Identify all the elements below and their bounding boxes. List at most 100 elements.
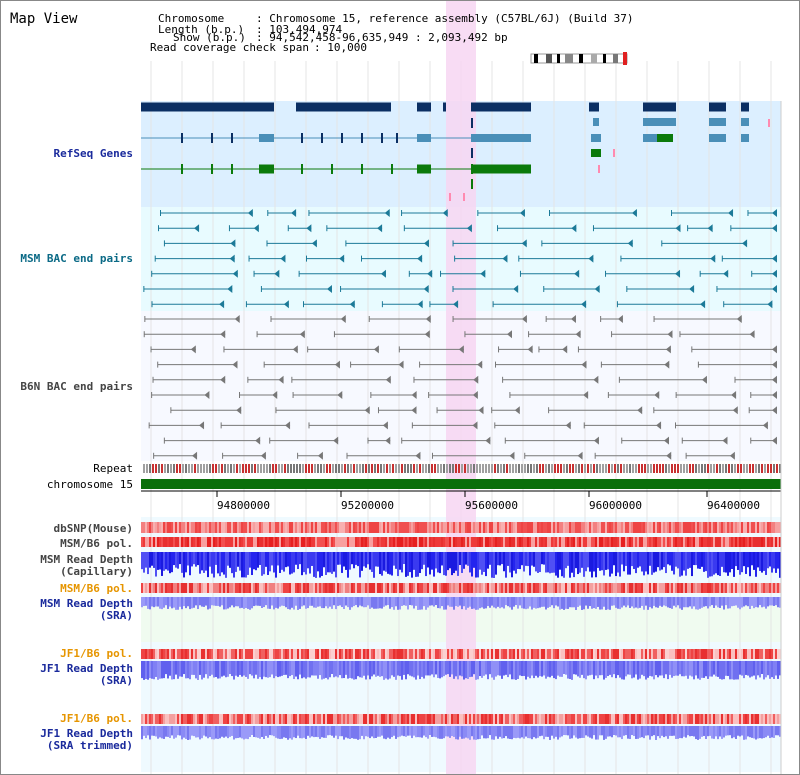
dbsnp-cell bbox=[419, 522, 421, 533]
b6n-bac-end-arrow bbox=[772, 391, 777, 399]
b6n-bac-end-arrow bbox=[425, 315, 431, 323]
dbsnp-cell bbox=[455, 522, 457, 533]
jf1-b6-pol-cell bbox=[397, 649, 399, 659]
jf1-b6-pol-cell bbox=[463, 649, 465, 659]
jf1-b6-pol-cell bbox=[457, 649, 459, 659]
msm-b6-pol-sra-cell bbox=[373, 583, 375, 593]
repeat-mark bbox=[200, 464, 202, 473]
repeat-mark bbox=[308, 464, 310, 473]
msm-b6-pol-sra-cell bbox=[419, 583, 421, 593]
msm-b6-pol-cell bbox=[419, 537, 421, 547]
msm-b6-pol-sra-cell bbox=[159, 583, 161, 593]
jf1-depth-trim-bar bbox=[665, 726, 667, 737]
jf1-b6-pol-cell bbox=[235, 649, 237, 659]
msm-b6-pol-cell bbox=[295, 537, 297, 547]
jf1-depth-sra-bar bbox=[659, 661, 661, 676]
jf1-depth-sra-bar bbox=[157, 661, 159, 680]
jf1-b6-pol-cell bbox=[499, 649, 501, 659]
b6n-bac-end-arrow bbox=[722, 436, 728, 445]
repeat-mark bbox=[158, 464, 160, 473]
dbsnp-cell bbox=[569, 522, 571, 533]
jf1-depth-trim-bar bbox=[185, 726, 187, 739]
jf1-b6-pol-trim-cell bbox=[663, 714, 665, 724]
jf1-b6-pol-cell bbox=[665, 649, 667, 659]
msm-b6-pol-cell bbox=[681, 537, 683, 547]
jf1-b6-pol-cell bbox=[687, 649, 689, 659]
repeat-mark bbox=[404, 464, 406, 473]
jf1-b6-pol-trim-cell bbox=[475, 714, 477, 724]
msm-depth-sra-bar bbox=[179, 597, 181, 607]
repeat-mark bbox=[194, 464, 196, 473]
jf1-depth-sra-bar bbox=[651, 661, 653, 677]
dbsnp-cell bbox=[347, 522, 349, 533]
jf1-depth-sra-bar bbox=[395, 661, 397, 680]
jf1-depth-sra-bar bbox=[585, 661, 587, 680]
jf1-depth-trim-bar bbox=[687, 726, 689, 736]
jf1-depth-sra-bar bbox=[653, 661, 655, 680]
msm-bac-label[interactable]: MSM BAC end pairs bbox=[20, 252, 133, 265]
msm-b6-pol-sra-cell bbox=[521, 583, 523, 593]
axis-tick-label: 96400000 bbox=[707, 499, 760, 512]
jf1-b6-pol-cell bbox=[505, 649, 507, 659]
dbsnp-cell bbox=[759, 522, 761, 533]
msm-b6-pol-sra-cell bbox=[523, 583, 525, 593]
jf1-b6-pol-cell bbox=[743, 649, 745, 659]
msm-b6-pol-cell bbox=[383, 537, 385, 547]
dbsnp-cell bbox=[535, 522, 537, 533]
msm-depth-sra-bar bbox=[207, 597, 209, 610]
axis-tick-label: 94800000 bbox=[217, 499, 270, 512]
jf1-b6-pol-cell bbox=[465, 649, 467, 659]
msm-depth-sra-bar bbox=[367, 597, 369, 606]
dbsnp-cell bbox=[479, 522, 481, 533]
msm-b6-pol-cell bbox=[263, 537, 265, 547]
b6n-bac-label[interactable]: B6N BAC end pairs bbox=[20, 380, 133, 393]
msm-b6-pol-sra-cell bbox=[367, 583, 369, 593]
msm-depth-sra-bar bbox=[353, 597, 355, 607]
msm-depth-capillary-bar bbox=[621, 552, 623, 565]
msm-b6-pol-sra-cell bbox=[219, 583, 221, 593]
msm-depth-capillary-bar bbox=[219, 552, 221, 577]
msm-depth-capillary-bar bbox=[381, 552, 383, 576]
jf1-depth-trim-bar bbox=[547, 726, 549, 737]
jf1-depth-trim-bar bbox=[493, 726, 495, 740]
msm-depth-sra-bar bbox=[221, 597, 223, 606]
msm-b6-pol-cell bbox=[253, 537, 255, 547]
dbsnp-cell bbox=[287, 522, 289, 533]
msm-depth-capillary-bar bbox=[189, 552, 191, 576]
dbsnp-cell bbox=[221, 522, 223, 533]
msm-depth-capillary-bar bbox=[659, 552, 661, 571]
jf1-b6-pol-cell bbox=[399, 649, 401, 659]
jf1-b6-pol-cell bbox=[187, 649, 189, 659]
dbsnp-cell bbox=[469, 522, 471, 533]
jf1-depth-trim-bar bbox=[655, 726, 657, 740]
jf1-b6-pol-trim-cell bbox=[335, 714, 337, 724]
jf1-b6-pol-trim-cell bbox=[503, 714, 505, 724]
jf1-depth-sra-bar bbox=[621, 661, 623, 680]
jf1-depth-trim-bar bbox=[717, 726, 719, 740]
dbsnp-cell bbox=[147, 522, 149, 533]
dbsnp-cell bbox=[477, 522, 479, 533]
msm-b6-pol-cell bbox=[429, 537, 431, 547]
msm-b6-pol-cell bbox=[587, 537, 589, 547]
jf1-b6-pol-cell bbox=[143, 649, 145, 659]
jf1-b6-pol-cell bbox=[231, 649, 233, 659]
msm-depth-capillary-bar bbox=[295, 552, 297, 565]
jf1-b6-pol-trim-cell bbox=[459, 714, 461, 724]
msm-b6-pol-cell bbox=[299, 537, 301, 547]
b6n-bac-end-arrow bbox=[485, 436, 491, 445]
jf1-b6-pol-trim-cell bbox=[481, 714, 483, 724]
msm-depth-sra-bar bbox=[423, 597, 425, 607]
dbsnp-cell bbox=[431, 522, 433, 533]
msm-depth-capillary-bar bbox=[211, 552, 213, 574]
jf1-b6-pol-trim-cell bbox=[241, 714, 243, 724]
refseq-genes-label[interactable]: RefSeq Genes bbox=[53, 147, 133, 160]
dbsnp-cell bbox=[323, 522, 325, 533]
jf1-depth-sra-bar bbox=[667, 661, 669, 680]
jf1-depth-sra-bar bbox=[517, 661, 519, 679]
msm-b6-pol-cell bbox=[337, 537, 339, 547]
repeat-mark bbox=[215, 464, 217, 473]
msm-depth-capillary-bar bbox=[185, 552, 187, 573]
refseq-mark bbox=[598, 165, 600, 173]
dbsnp-cell bbox=[613, 522, 615, 533]
